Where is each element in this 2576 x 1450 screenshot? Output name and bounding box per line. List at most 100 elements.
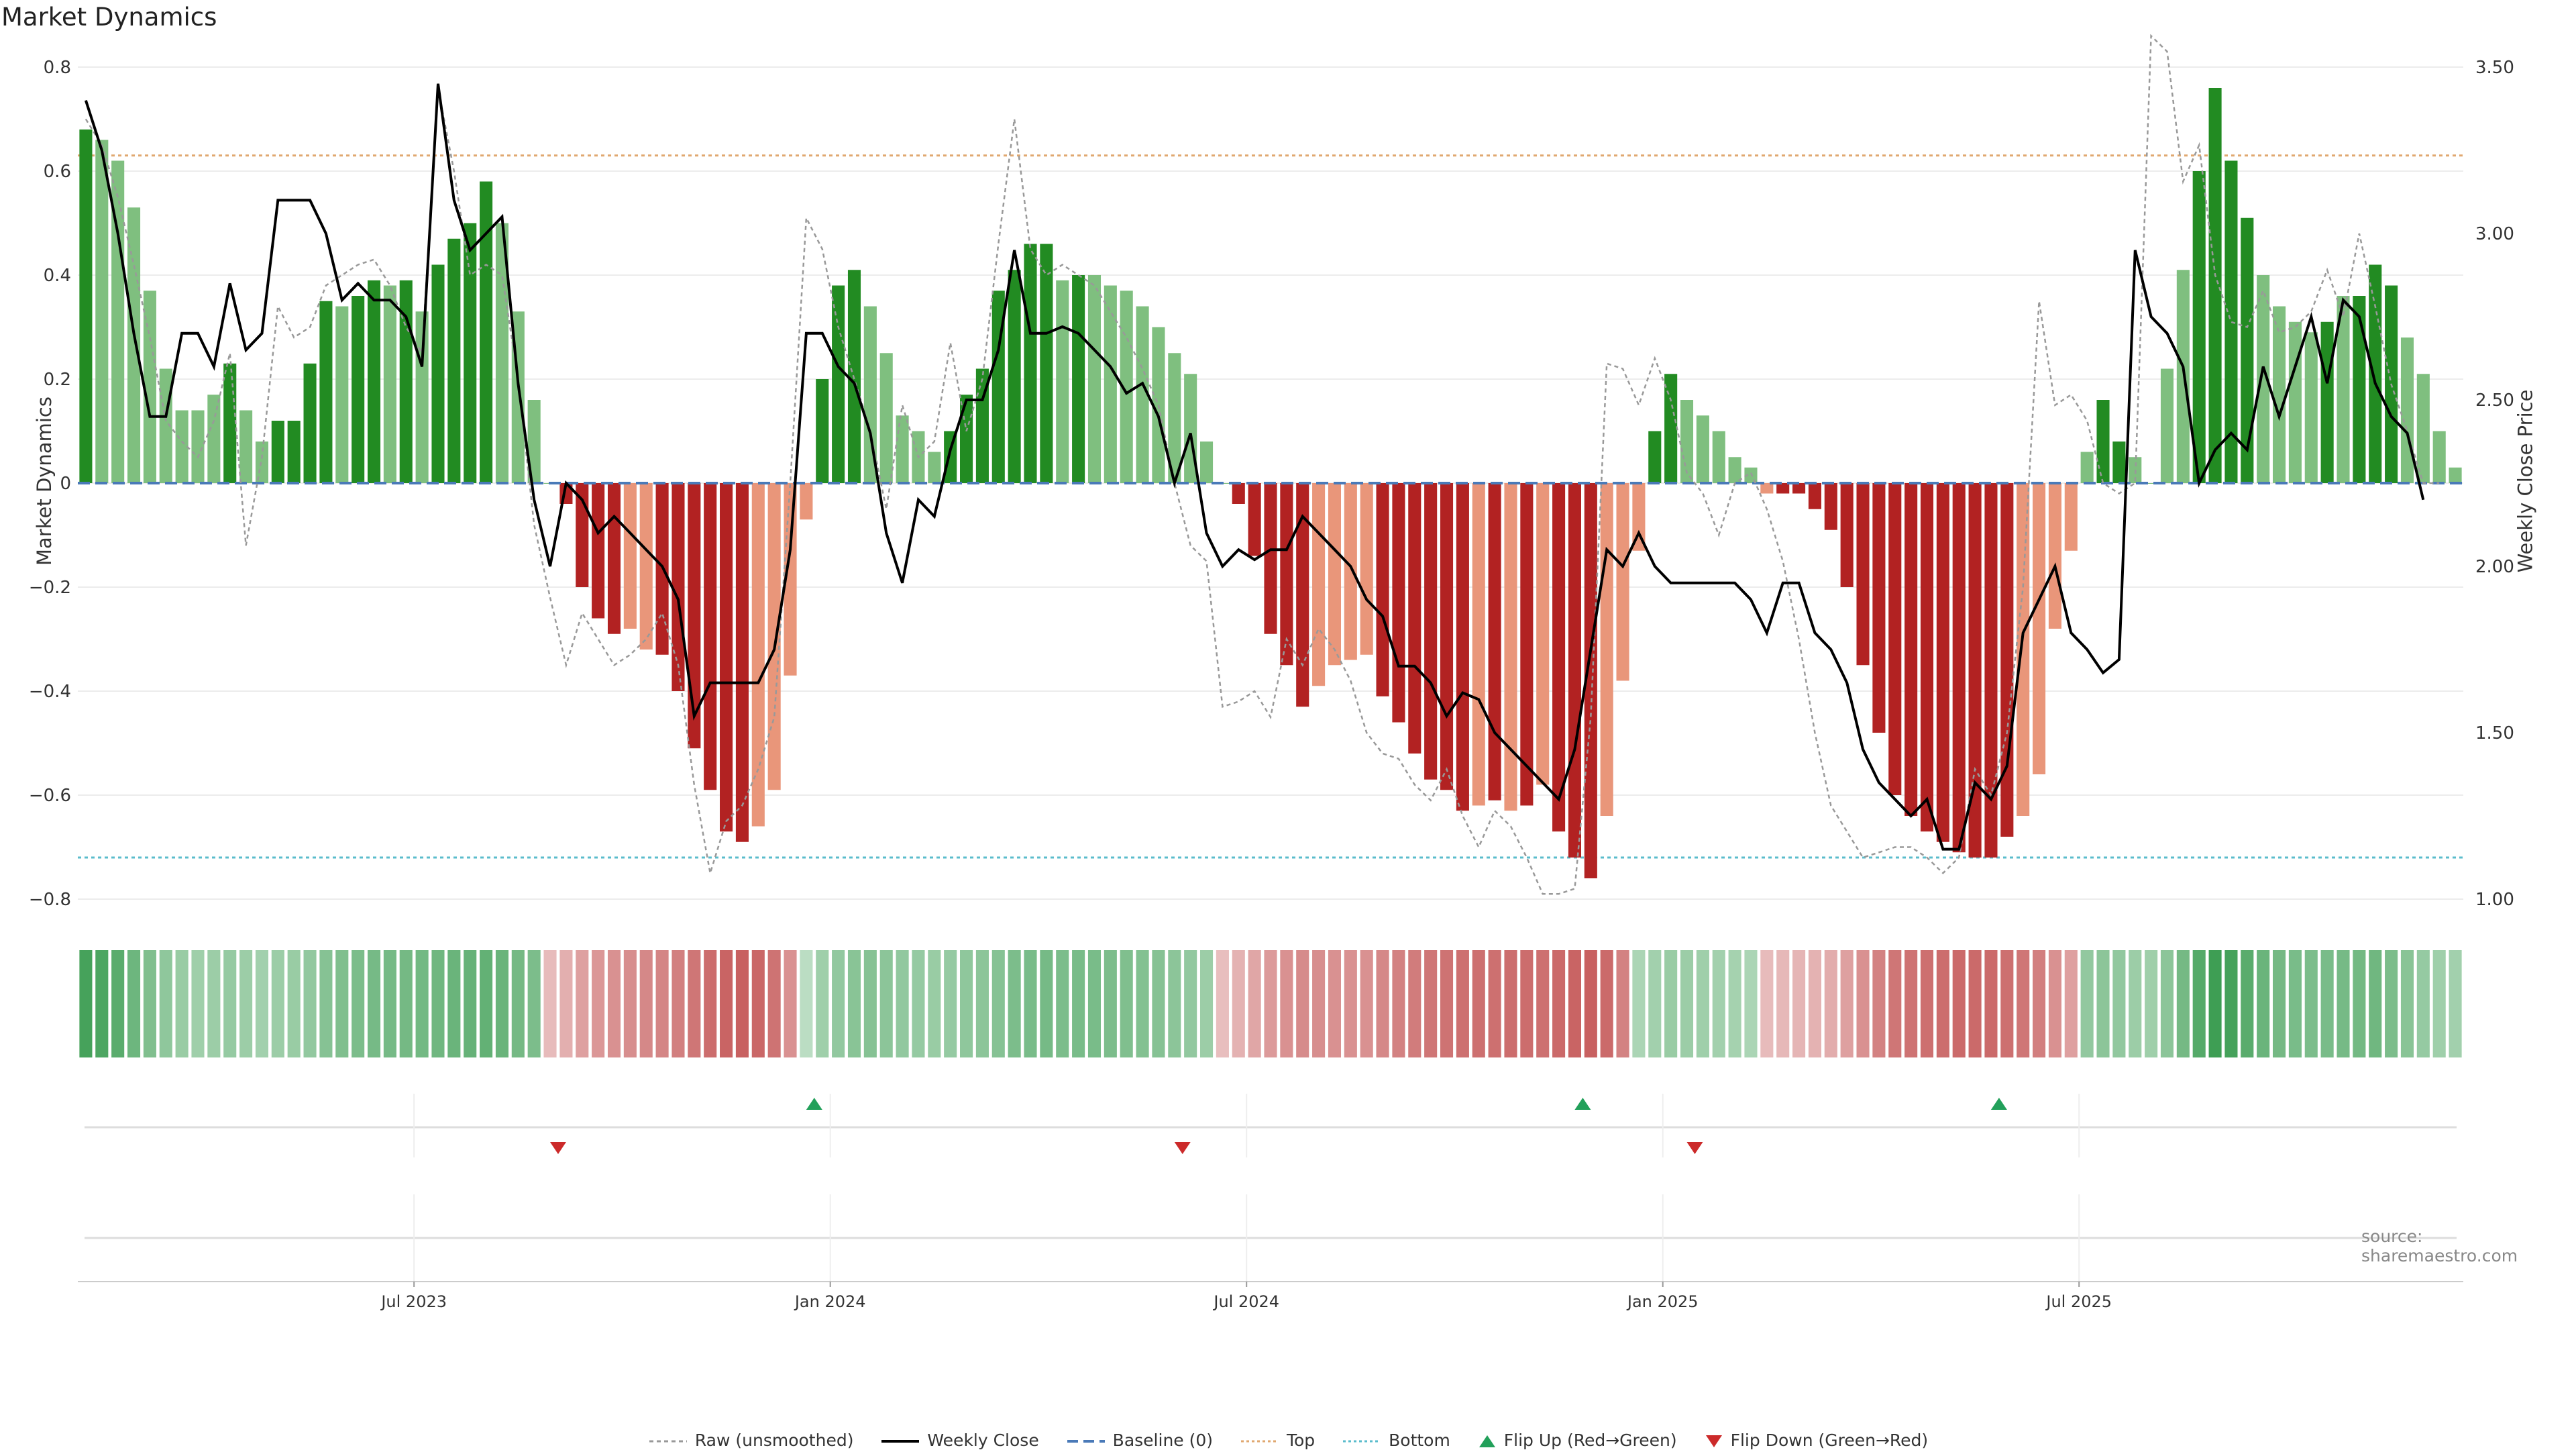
legend-bottom-label: Bottom [1389, 1430, 1450, 1450]
y2-tick-label: 1.00 [2475, 890, 2514, 910]
momentum-bar [1680, 400, 1694, 483]
regime-cell [592, 950, 605, 1057]
flip-panel [85, 1094, 2457, 1282]
regime-cell [2033, 950, 2046, 1057]
momentum-bar [2080, 452, 2094, 483]
regime-cell [912, 950, 925, 1057]
regime-cell [95, 950, 109, 1057]
regime-cell [2145, 950, 2158, 1057]
regime-cell [480, 950, 493, 1057]
regime-cell [127, 950, 141, 1057]
regime-cell [399, 950, 413, 1057]
momentum-bar [1456, 483, 1469, 811]
regime-cell [2129, 950, 2142, 1057]
momentum-bar [2208, 88, 2222, 483]
regime-cell [2160, 950, 2174, 1057]
regime-cell [639, 950, 653, 1057]
momentum-bar [2224, 160, 2238, 483]
regime-cell [464, 950, 477, 1057]
regime-cell [2320, 950, 2334, 1057]
regime-cell [655, 950, 669, 1057]
momentum-bar [2288, 321, 2302, 483]
momentum-bar [1792, 483, 1806, 494]
regime-cell [1904, 950, 1918, 1057]
legend-raw-label: Raw (unsmoothed) [694, 1430, 854, 1450]
regime-cell [1760, 950, 1774, 1057]
momentum-bar [1168, 353, 1181, 483]
legend-raw-swatch [649, 1440, 687, 1442]
y-tick-label: −0.8 [29, 890, 71, 910]
legend-flip-up: Flip Up (Red→Green) [1477, 1431, 1677, 1450]
regime-cell [672, 950, 685, 1057]
momentum-bar [1600, 483, 1613, 816]
regime-cell [367, 950, 381, 1057]
regime-cell [1472, 950, 1485, 1057]
regime-cell [896, 950, 909, 1057]
y2-tick-label: 3.00 [2475, 224, 2514, 244]
regime-cell [1824, 950, 1837, 1057]
regime-cell [1872, 950, 1886, 1057]
momentum-bar [960, 395, 973, 483]
regime-cell [1616, 950, 1629, 1057]
momentum-bar [896, 415, 909, 483]
regime-cell [1104, 950, 1117, 1057]
momentum-bar [2145, 483, 2158, 484]
regime-cell [2369, 950, 2382, 1057]
y-tick-label: 0.8 [44, 58, 71, 78]
y-tick-label: 0.2 [44, 370, 71, 390]
momentum-bar [1888, 483, 1902, 795]
regime-cell [383, 950, 396, 1057]
regime-cell [239, 950, 253, 1057]
momentum-bar [1120, 291, 1133, 483]
momentum-bar [527, 400, 541, 483]
regime-cell [271, 950, 284, 1057]
weekly-close-line [84, 83, 2425, 851]
regime-cell [832, 950, 845, 1057]
momentum-bar [1808, 483, 1821, 509]
momentum-bar [1040, 244, 1053, 483]
regime-cell [335, 950, 349, 1057]
momentum-bar [480, 181, 493, 483]
source-note: source: sharemaestro.com [2361, 1227, 2518, 1265]
regime-cell [1968, 950, 1982, 1057]
momentum-bar [319, 301, 333, 483]
regime-cell [991, 950, 1005, 1057]
momentum-bar [2033, 483, 2046, 774]
momentum-bar [464, 223, 477, 483]
momentum-bar [1856, 483, 1870, 666]
momentum-bar [1920, 483, 1934, 832]
momentum-bar [335, 306, 349, 483]
momentum-bar [1440, 483, 1454, 790]
legend-top-swatch [1240, 1440, 1279, 1442]
momentum-bar [1344, 483, 1357, 660]
regime-cell [527, 950, 541, 1057]
regime-cell [303, 950, 317, 1057]
regime-strip [79, 950, 2462, 1057]
momentum-bar [928, 452, 941, 483]
legend-baseline-swatch [1067, 1439, 1105, 1443]
regime-cell [1712, 950, 1725, 1057]
momentum-bar [863, 306, 877, 483]
regime-cell [1312, 950, 1326, 1057]
momentum-bar [1360, 483, 1373, 655]
momentum-bar [991, 291, 1005, 483]
regime-cell [415, 950, 429, 1057]
momentum-bar [1024, 244, 1037, 483]
regime-cell [543, 950, 557, 1057]
momentum-bar [2320, 321, 2334, 483]
regime-cell [720, 950, 733, 1057]
momentum-bar [447, 238, 461, 483]
regime-cell [207, 950, 221, 1057]
momentum-bar [2064, 483, 2078, 551]
regime-cell [1792, 950, 1806, 1057]
momentum-bar [111, 160, 125, 483]
legend-flip-up-marker [1479, 1435, 1495, 1447]
regime-cell [2048, 950, 2061, 1057]
momentum-bar [1616, 483, 1629, 681]
momentum-bar [255, 442, 269, 483]
momentum-bar [1712, 431, 1725, 483]
legend-top: Top [1240, 1431, 1315, 1450]
chart-title: Market Dynamics [1, 3, 217, 32]
momentum-bar [2000, 483, 2014, 837]
